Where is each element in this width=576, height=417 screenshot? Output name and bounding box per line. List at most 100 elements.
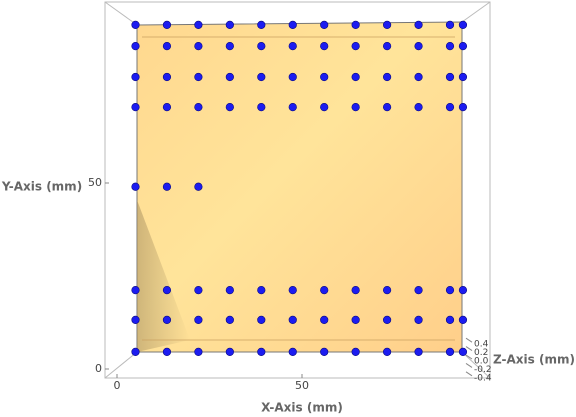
point (351, 286, 360, 295)
point (194, 42, 203, 51)
point (225, 103, 234, 112)
point (351, 72, 360, 82)
point (162, 286, 172, 295)
point (131, 286, 140, 295)
point (194, 182, 203, 191)
point (162, 315, 172, 324)
outer-frame (104, 1, 491, 379)
point (414, 315, 423, 324)
z-tick (465, 337, 473, 343)
surface-shade (137, 200, 190, 352)
point (458, 286, 468, 295)
edge (461, 1, 491, 23)
point (257, 20, 266, 30)
point (351, 347, 360, 356)
point (414, 20, 423, 30)
point (194, 315, 203, 324)
z-tick (465, 346, 473, 352)
point (414, 103, 423, 112)
edge (104, 351, 138, 379)
point (320, 347, 329, 356)
x-tick-label: 50 (295, 379, 309, 392)
x-tick-label: 0 (114, 379, 121, 392)
point (162, 103, 172, 112)
point (225, 72, 234, 82)
point (162, 42, 172, 51)
point (383, 72, 392, 82)
box (104, 1, 491, 379)
point (131, 347, 140, 356)
point (257, 347, 266, 356)
point (288, 72, 297, 82)
point (225, 286, 234, 295)
z-axis-label: Z-Axis (mm) (493, 353, 575, 367)
point (383, 20, 392, 30)
point (194, 103, 203, 112)
point (257, 42, 266, 51)
point (458, 315, 468, 324)
point (383, 286, 392, 295)
point (194, 72, 203, 82)
edge (104, 1, 138, 26)
point (445, 103, 455, 112)
z-tick (465, 354, 473, 360)
point (288, 347, 297, 356)
point (225, 20, 234, 30)
point (320, 286, 329, 295)
point (458, 42, 468, 51)
point (257, 72, 266, 82)
point (445, 72, 455, 82)
point (257, 103, 266, 112)
point (414, 286, 423, 295)
z-tick-label: -0.4 (474, 373, 492, 383)
point (194, 20, 203, 30)
point (320, 42, 329, 51)
point (320, 72, 329, 82)
z-tick-label: 0.2 (474, 348, 488, 358)
point (131, 42, 140, 51)
point (414, 72, 423, 82)
surface (136, 21, 463, 353)
point (458, 347, 468, 356)
point (131, 103, 140, 112)
point (288, 42, 297, 51)
x-axis-label: X-Axis (mm) (261, 401, 343, 415)
edge (461, 351, 491, 379)
point (458, 20, 468, 30)
point (351, 42, 360, 51)
z-tick-label: -0.2 (474, 365, 492, 375)
point (131, 315, 140, 324)
point (383, 42, 392, 51)
point (194, 286, 203, 295)
point (445, 20, 455, 30)
point (414, 42, 423, 51)
point (225, 42, 234, 51)
point (445, 42, 455, 51)
point (351, 20, 360, 30)
point (351, 103, 360, 112)
point (458, 72, 468, 82)
point (288, 286, 297, 295)
point (162, 182, 172, 191)
point (320, 20, 329, 30)
point (383, 347, 392, 356)
y-tick-label: 0 (95, 362, 102, 375)
y-tick-label: 50 (88, 176, 102, 189)
point (131, 20, 140, 30)
point (288, 20, 297, 30)
point (414, 347, 423, 356)
point (131, 72, 140, 82)
y-axis-label: Y-Axis (mm) (1, 180, 82, 194)
point (351, 315, 360, 324)
z-tick-label: 0.0 (474, 357, 489, 367)
point (458, 103, 468, 112)
point (162, 20, 172, 30)
point (162, 347, 172, 356)
point (162, 72, 172, 82)
point (288, 103, 297, 112)
point (383, 103, 392, 112)
point (445, 315, 455, 324)
point (445, 347, 455, 356)
point (383, 315, 392, 324)
